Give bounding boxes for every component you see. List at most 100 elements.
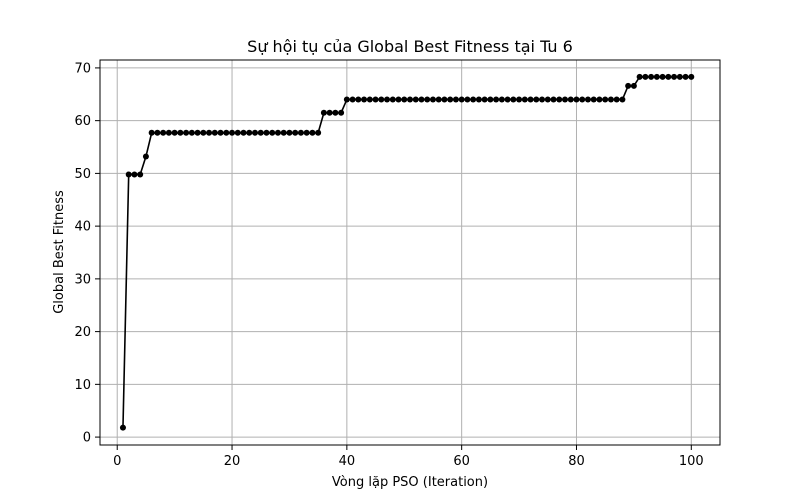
data-point xyxy=(355,96,362,103)
data-point xyxy=(206,129,213,136)
y-tick-label: 40 xyxy=(74,220,91,235)
data-point xyxy=(412,96,419,103)
y-tick-label: 70 xyxy=(74,61,91,76)
data-point xyxy=(366,96,373,103)
y-axis-label: Global Best Fitness xyxy=(52,190,67,314)
data-point xyxy=(653,73,660,80)
data-point xyxy=(550,96,557,103)
data-point xyxy=(211,129,218,136)
data-point xyxy=(556,96,563,103)
data-point xyxy=(665,73,672,80)
data-point xyxy=(194,129,201,136)
x-tick-label: 100 xyxy=(679,454,704,469)
data-point xyxy=(343,96,350,103)
data-point xyxy=(200,129,207,136)
data-point xyxy=(349,96,356,103)
data-point xyxy=(315,129,322,136)
data-point xyxy=(458,96,465,103)
data-point xyxy=(252,129,258,136)
data-point xyxy=(648,73,655,80)
data-point xyxy=(280,129,287,136)
axis-ticks: 0 20 40 60 80 100 0 10 20 30 40 50 60 70 xyxy=(74,61,703,469)
data-point xyxy=(510,96,517,103)
data-point xyxy=(320,109,327,116)
data-point xyxy=(119,424,126,431)
data-point xyxy=(682,73,689,80)
data-point xyxy=(493,96,500,103)
data-point xyxy=(602,96,609,103)
data-point xyxy=(590,96,597,103)
data-point xyxy=(584,96,591,103)
y-tick-label: 30 xyxy=(74,272,91,287)
data-point xyxy=(292,129,299,136)
data-point xyxy=(562,96,568,103)
data-point xyxy=(188,129,195,136)
data-point xyxy=(671,73,678,80)
data-point xyxy=(498,96,505,103)
data-point xyxy=(309,129,316,136)
data-point xyxy=(481,96,488,103)
data-point xyxy=(263,129,270,136)
data-point xyxy=(452,96,459,103)
data-point xyxy=(165,129,172,136)
x-tick-label: 60 xyxy=(453,454,470,469)
data-point xyxy=(447,96,454,103)
data-point xyxy=(625,82,632,89)
data-point xyxy=(297,129,304,136)
data-point xyxy=(464,96,471,103)
y-tick-label: 10 xyxy=(74,378,91,393)
data-point xyxy=(338,109,345,116)
data-point xyxy=(372,96,379,103)
data-point xyxy=(607,96,614,103)
y-tick-label: 60 xyxy=(74,114,91,129)
data-point xyxy=(544,96,551,103)
data-point xyxy=(171,129,178,136)
data-point xyxy=(688,73,695,80)
x-tick-label: 0 xyxy=(113,454,121,469)
data-point xyxy=(567,96,574,103)
plot-frame xyxy=(99,59,721,446)
x-tick-label: 40 xyxy=(339,454,356,469)
data-point xyxy=(527,96,534,103)
series-line xyxy=(122,76,692,428)
data-point xyxy=(142,153,149,160)
data-point xyxy=(229,129,236,136)
data-point xyxy=(401,96,408,103)
data-point xyxy=(630,82,637,89)
data-point xyxy=(274,129,281,136)
data-point xyxy=(504,96,511,103)
data-point xyxy=(177,129,184,136)
data-point xyxy=(613,96,620,103)
data-point xyxy=(424,96,431,103)
data-point xyxy=(441,96,448,103)
y-tick-label: 50 xyxy=(74,167,91,182)
chart-title: Sự hội tụ của Global Best Fitness tại Tu… xyxy=(247,37,573,56)
x-tick-label: 80 xyxy=(568,454,585,469)
data-point xyxy=(636,73,643,80)
data-point xyxy=(246,129,253,136)
data-point xyxy=(160,129,167,136)
data-point xyxy=(269,129,276,136)
data-point xyxy=(217,129,224,136)
data-point xyxy=(125,171,132,178)
data-point xyxy=(475,96,482,103)
x-tick-label: 20 xyxy=(224,454,241,469)
data-point xyxy=(332,109,339,116)
data-point xyxy=(234,129,241,136)
data-point xyxy=(642,73,649,80)
data-point xyxy=(429,96,436,103)
data-point xyxy=(659,73,666,80)
data-point xyxy=(435,96,442,103)
data-point xyxy=(521,96,528,103)
data-point xyxy=(395,96,402,103)
data-point xyxy=(533,96,540,103)
data-point xyxy=(407,96,413,103)
data-point xyxy=(573,96,580,103)
data-point xyxy=(326,109,333,116)
data-point xyxy=(361,96,368,103)
grid xyxy=(100,60,720,445)
data-point xyxy=(286,129,293,136)
data-point xyxy=(148,129,155,136)
data-point xyxy=(131,171,138,178)
